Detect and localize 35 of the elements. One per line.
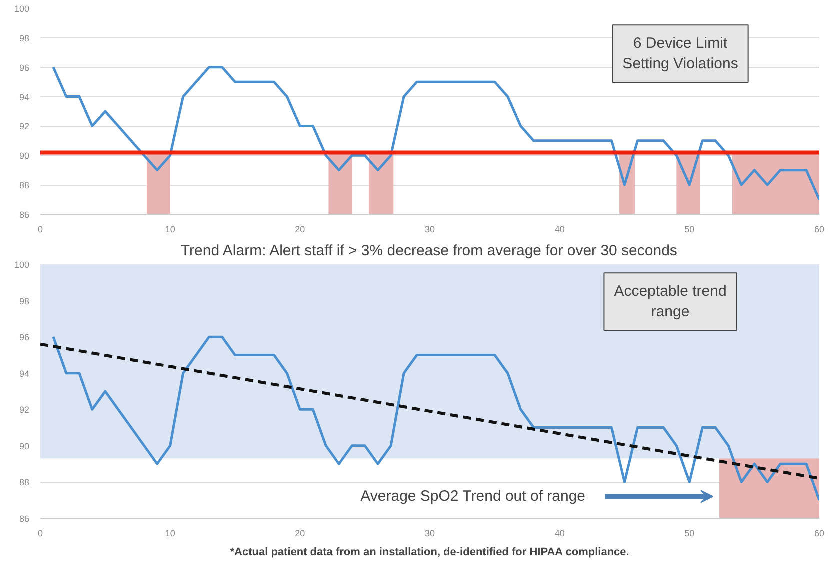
x-tick-label: 20 [295, 224, 306, 234]
y-tick-label: 86 [19, 210, 30, 220]
x-tick-label: 30 [424, 224, 436, 234]
y-tick-label: 94 [19, 368, 30, 379]
y-tick-label: 94 [19, 92, 30, 102]
y-tick-label: 86 [19, 514, 30, 524]
x-tick-label: 30 [424, 528, 436, 538]
x-tick-label: 60 [814, 224, 825, 234]
x-tick-label: 60 [814, 528, 825, 538]
chart-title: Trend Alarm: Alert staff if > 3% decrease from average for over 30 seconds [180, 242, 678, 260]
y-tick-label: 88 [19, 478, 30, 488]
x-tick-label: 20 [295, 528, 306, 538]
x-tick-label: 0 [38, 224, 44, 234]
annotation: Average SpO2 Trend out of range [360, 488, 586, 506]
text: *Actual patient data from an installation, de-identified for HIPAA compliance. [230, 546, 630, 558]
y-tick-label: 96 [19, 332, 30, 343]
x-tick-label: 40 [554, 224, 565, 234]
y-tick-label: 92 [19, 405, 30, 416]
annotation: Acceptable trend range [614, 283, 727, 320]
x-tick-label: 40 [554, 528, 565, 538]
x-tick-label: 50 [684, 224, 695, 234]
x-tick-label: 50 [684, 528, 695, 538]
y-tick-label: 90 [19, 441, 30, 452]
y-tick-label: 98 [19, 296, 30, 306]
y-tick-label: 88 [19, 180, 30, 191]
y-tick-label: 98 [19, 33, 30, 44]
y-tick-label: 100 [14, 4, 30, 14]
y-tick-label: 92 [19, 122, 30, 132]
y-tick-label: 100 [14, 260, 30, 270]
x-tick-label: 10 [165, 224, 176, 234]
y-tick-label: 96 [19, 62, 30, 73]
x-tick-label: 0 [38, 528, 44, 538]
y-tick-label: 90 [19, 151, 30, 162]
annotation: 6 Device Limit Setting Violations [622, 35, 738, 72]
x-tick-label: 10 [165, 528, 176, 538]
